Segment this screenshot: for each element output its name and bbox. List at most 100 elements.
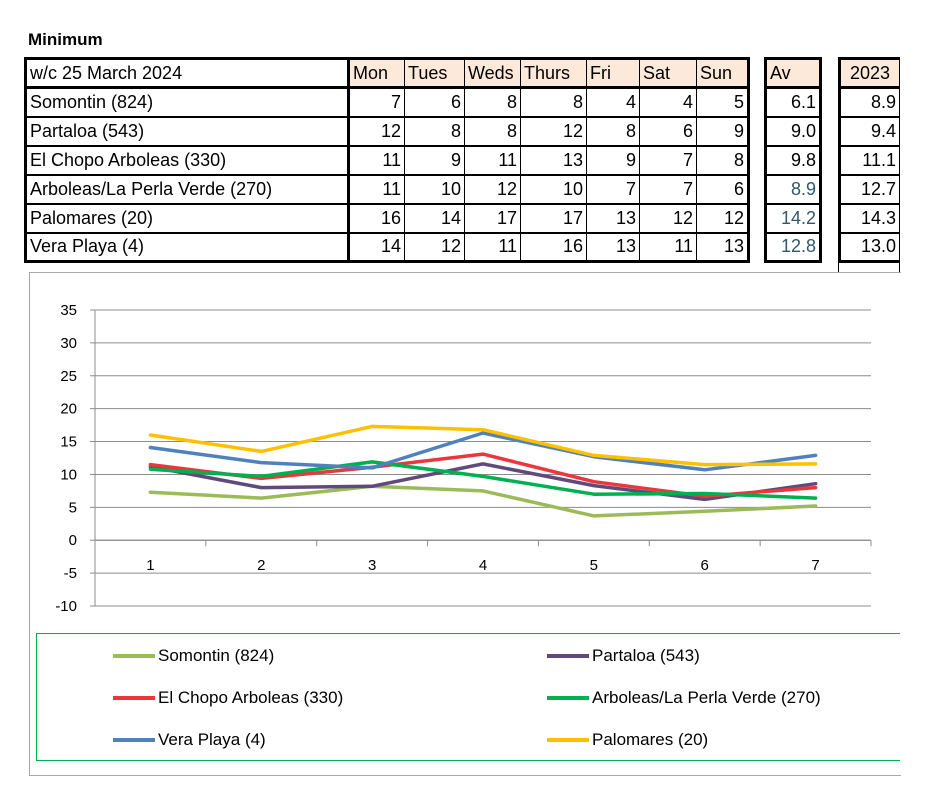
series-line bbox=[148, 460, 818, 500]
day-header: Sun bbox=[696, 58, 749, 89]
legend-label: El Chopo Arboleas (330) bbox=[158, 688, 344, 707]
table-cell: 11 bbox=[464, 145, 521, 176]
table-cell: 4 bbox=[586, 87, 640, 118]
table-cell: 9 bbox=[586, 145, 640, 176]
table-cell: 11 bbox=[464, 232, 521, 263]
y-tick-label: 5 bbox=[69, 499, 77, 516]
legend-item: Arboleas/La Perla Verde (270) bbox=[547, 688, 821, 708]
table-cell: 11 bbox=[348, 145, 405, 176]
average-cell: 8.9 bbox=[765, 174, 821, 205]
legend-swatch bbox=[547, 696, 589, 700]
station-name: Palomares (20) bbox=[25, 203, 350, 234]
y-tick-label: 0 bbox=[69, 532, 77, 549]
table-cell: 5 bbox=[696, 87, 749, 118]
legend-swatch bbox=[113, 738, 155, 742]
average-header: Av bbox=[765, 58, 821, 89]
table-cell: 7 bbox=[348, 87, 405, 118]
average-cell: 6.1 bbox=[765, 87, 821, 118]
average-cell: 9.0 bbox=[765, 116, 821, 147]
y-tick-label: 15 bbox=[60, 434, 77, 451]
table-row: El Chopo Arboleas (330) 11 9 11 13 9 7 8 bbox=[25, 145, 749, 176]
x-tick-label: 3 bbox=[368, 557, 376, 574]
legend-label: Palomares (20) bbox=[592, 730, 709, 749]
table-cell: 9 bbox=[696, 116, 749, 147]
y-tick-label: -10 bbox=[55, 598, 77, 615]
y-tick-label: -5 bbox=[64, 565, 77, 582]
table-cell: 8 bbox=[520, 87, 587, 118]
day-header: Weds bbox=[464, 58, 521, 89]
table-row: Partaloa (543) 12 8 8 12 8 6 9 bbox=[25, 116, 749, 147]
table-cell: 16 bbox=[348, 203, 405, 234]
table-cell: 12 bbox=[464, 174, 521, 205]
table-cell: 6 bbox=[696, 174, 749, 205]
x-tick-label: 1 bbox=[146, 557, 154, 574]
legend-label: Somontin (824) bbox=[158, 646, 275, 665]
table-cell: 12 bbox=[348, 116, 405, 147]
average-cell: 9.8 bbox=[765, 145, 821, 176]
year-header: 2023 bbox=[839, 58, 900, 89]
year-cell: 12.7 bbox=[839, 174, 900, 205]
station-name: Somontin (824) bbox=[25, 87, 350, 118]
x-tick-label: 6 bbox=[701, 557, 709, 574]
table-row: Arboleas/La Perla Verde (270) 11 10 12 1… bbox=[25, 174, 749, 205]
year-2023-table: 2023 8.9 9.4 11.1 12.7 14.3 13.0 bbox=[838, 57, 900, 263]
year-cell: 13.0 bbox=[839, 232, 900, 263]
temperature-table: w/c 25 March 2024 Mon Tues Weds Thurs Fr… bbox=[24, 57, 750, 263]
table-cell: 16 bbox=[520, 232, 587, 263]
station-name: Partaloa (543) bbox=[25, 116, 350, 147]
legend-item: Vera Playa (4) bbox=[113, 730, 266, 750]
legend-item: Partaloa (543) bbox=[547, 646, 700, 666]
table-cell: 12 bbox=[639, 203, 697, 234]
table-cell: 8 bbox=[404, 116, 465, 147]
average-cell: 12.8 bbox=[765, 232, 821, 263]
y-tick-label: 25 bbox=[60, 368, 77, 385]
table-cell: 6 bbox=[404, 87, 465, 118]
legend-swatch bbox=[547, 654, 589, 658]
y-tick-label: 35 bbox=[60, 302, 77, 319]
table-header-row: w/c 25 March 2024 Mon Tues Weds Thurs Fr… bbox=[25, 58, 749, 89]
table-cell: 17 bbox=[464, 203, 521, 234]
series-line bbox=[148, 484, 818, 518]
legend-label: Vera Playa (4) bbox=[158, 730, 266, 749]
table-cell: 8 bbox=[464, 116, 521, 147]
day-header: Fri bbox=[586, 58, 640, 89]
series-line bbox=[148, 452, 818, 498]
table-cell: 12 bbox=[520, 116, 587, 147]
table-cell: 8 bbox=[586, 116, 640, 147]
table-cell: 17 bbox=[520, 203, 587, 234]
legend-swatch bbox=[113, 696, 155, 700]
legend-label: Partaloa (543) bbox=[592, 646, 700, 665]
x-tick-label: 4 bbox=[479, 557, 487, 574]
table-tail bbox=[838, 262, 900, 273]
year-cell: 9.4 bbox=[839, 116, 900, 147]
table-cell: 9 bbox=[404, 145, 465, 176]
table-cell: 8 bbox=[696, 145, 749, 176]
year-cell: 11.1 bbox=[839, 145, 900, 176]
station-name: Arboleas/La Perla Verde (270) bbox=[25, 174, 350, 205]
week-label: w/c 25 March 2024 bbox=[25, 58, 350, 89]
chart-legend: Somontin (824) Partaloa (543) El Chopo Arb… bbox=[36, 633, 900, 761]
year-cell: 8.9 bbox=[839, 87, 900, 118]
series-line bbox=[148, 462, 818, 502]
day-header: Tues bbox=[404, 58, 465, 89]
year-cell: 14.3 bbox=[839, 203, 900, 234]
series-line bbox=[148, 424, 818, 467]
average-table: Av 6.1 9.0 9.8 8.9 14.2 12.8 bbox=[764, 57, 822, 263]
table-cell: 12 bbox=[696, 203, 749, 234]
table-cell: 14 bbox=[348, 232, 405, 263]
table-cell: 10 bbox=[404, 174, 465, 205]
day-header: Sat bbox=[639, 58, 697, 89]
legend-label: Arboleas/La Perla Verde (270) bbox=[592, 688, 821, 707]
chart-heading: Minimum bbox=[28, 30, 103, 49]
table-cell: 4 bbox=[639, 87, 697, 118]
legend-swatch bbox=[547, 738, 589, 742]
x-tick-label: 7 bbox=[811, 557, 819, 574]
x-tick-label: 5 bbox=[590, 557, 598, 574]
chart-area bbox=[29, 272, 901, 776]
table-cell: 13 bbox=[520, 145, 587, 176]
table-cell: 7 bbox=[586, 174, 640, 205]
table-cell: 8 bbox=[464, 87, 521, 118]
table-cell: 13 bbox=[586, 232, 640, 263]
table-cell: 14 bbox=[404, 203, 465, 234]
legend-swatch bbox=[113, 654, 155, 658]
